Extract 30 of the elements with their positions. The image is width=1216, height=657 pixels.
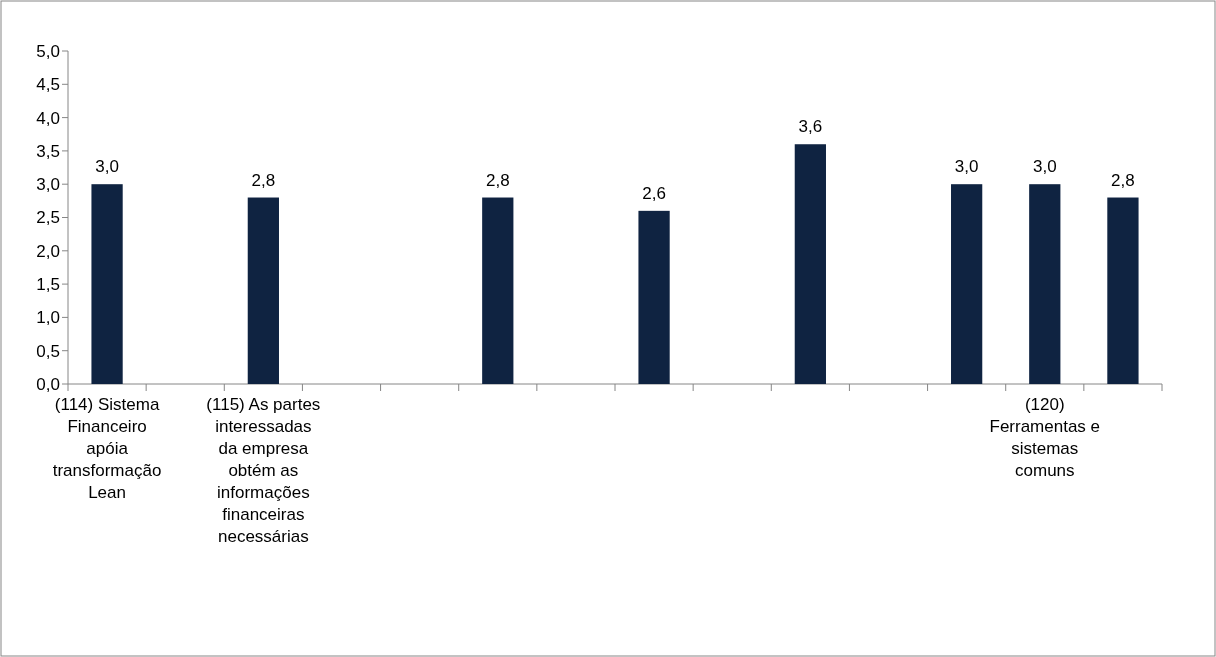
y-tick-label: 2,5 bbox=[36, 208, 60, 228]
x-tick-label: (120) Ferramentas e sistemas comuns bbox=[989, 395, 1101, 480]
x-tick-label: (114) Sistema Financeiro apóia transformação Lean bbox=[52, 395, 162, 502]
bar bbox=[247, 197, 279, 384]
y-tick-label: 0,0 bbox=[36, 374, 60, 394]
data-label: 2,8 bbox=[485, 170, 510, 190]
bar bbox=[1107, 197, 1139, 384]
bar bbox=[482, 197, 514, 384]
y-tick-label: 3,5 bbox=[36, 141, 60, 161]
bar bbox=[951, 184, 983, 384]
x-tick-label: (115) As partes interessadas da empresa obtém as informações financeiras necessárias bbox=[206, 395, 321, 546]
data-label: 3,0 bbox=[1032, 157, 1057, 177]
data-label: 2,8 bbox=[251, 170, 276, 190]
bar bbox=[91, 184, 123, 384]
y-tick-label: 4,0 bbox=[36, 108, 60, 128]
y-tick-label: 2,0 bbox=[36, 241, 60, 261]
y-tick-label: 1,0 bbox=[36, 308, 60, 328]
bar bbox=[1029, 184, 1061, 384]
y-tick-label: 3,0 bbox=[36, 175, 60, 195]
bar bbox=[638, 210, 670, 384]
data-label: 3,0 bbox=[95, 157, 119, 177]
data-label: 2,8 bbox=[1111, 170, 1135, 190]
bar bbox=[794, 144, 826, 384]
data-label: 2,6 bbox=[642, 183, 666, 203]
y-tick-label: 5,0 bbox=[36, 41, 60, 61]
data-label: 3,0 bbox=[954, 157, 979, 177]
y-tick-label: 4,5 bbox=[36, 75, 60, 95]
y-tick-label: 0,5 bbox=[36, 341, 60, 361]
y-tick-label: 1,5 bbox=[36, 275, 60, 295]
data-label: 3,6 bbox=[798, 117, 823, 137]
